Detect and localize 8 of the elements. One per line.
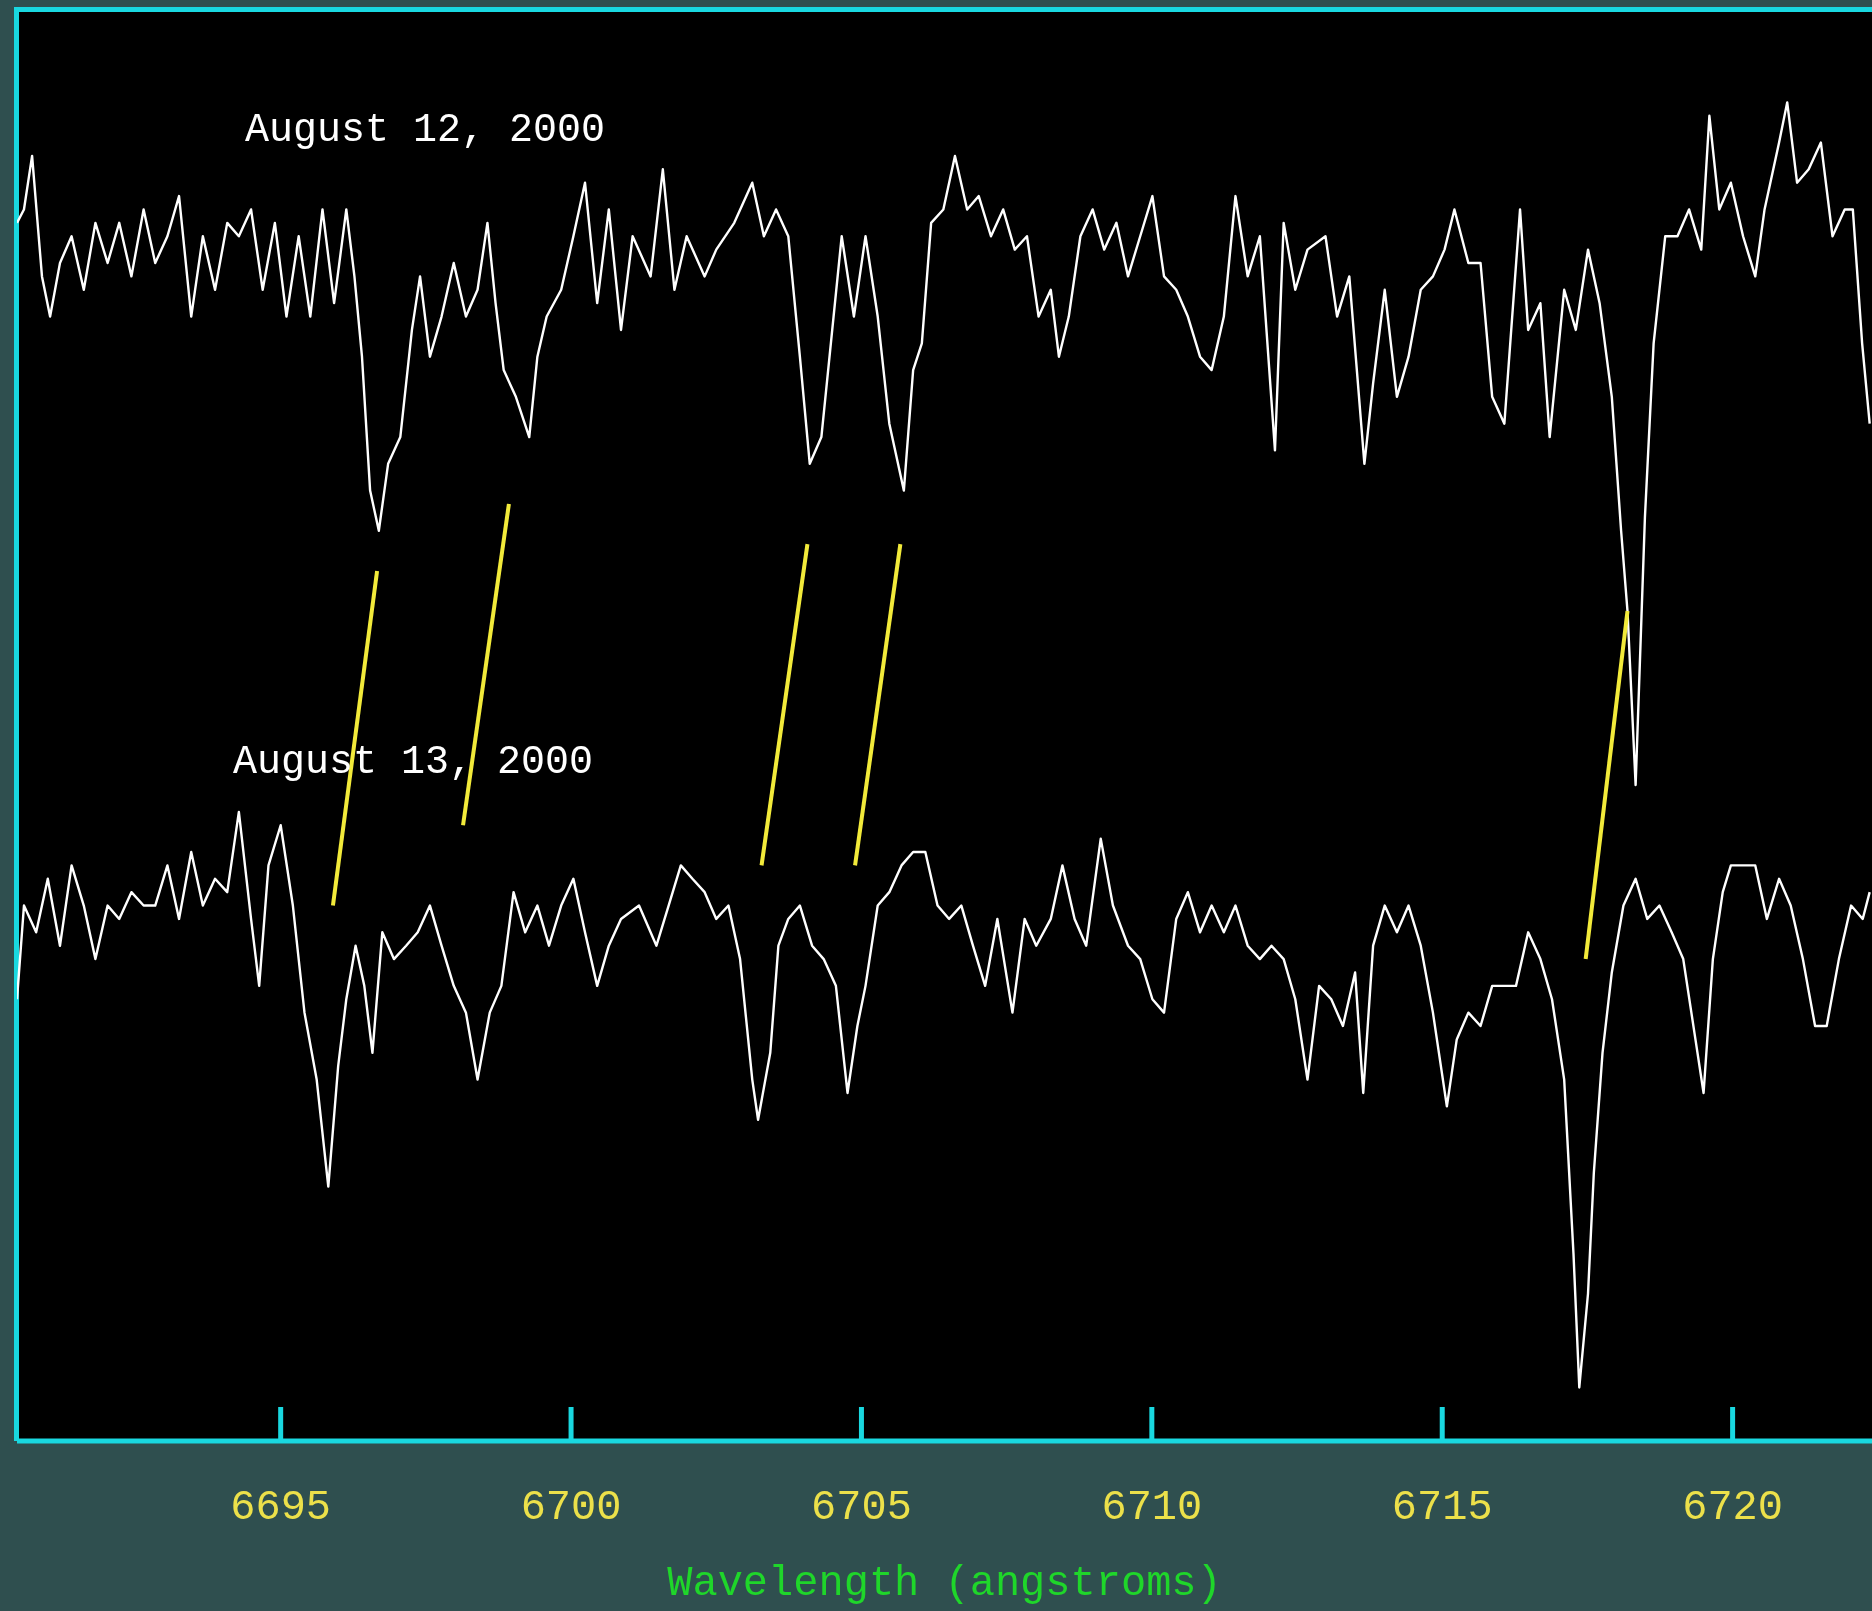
x-tick-label: 6710 — [1101, 1484, 1203, 1532]
x-tick-label: 6695 — [230, 1484, 332, 1532]
x-tick-label: 6705 — [811, 1484, 912, 1532]
series-label: August 12, 2000 — [245, 108, 606, 153]
x-tick-label: 6700 — [520, 1484, 622, 1532]
x-tick-label: 6720 — [1682, 1484, 1784, 1532]
x-tick-label: 6715 — [1391, 1484, 1493, 1532]
x-axis-title: Wavelength (angstroms) — [666, 1560, 1223, 1608]
